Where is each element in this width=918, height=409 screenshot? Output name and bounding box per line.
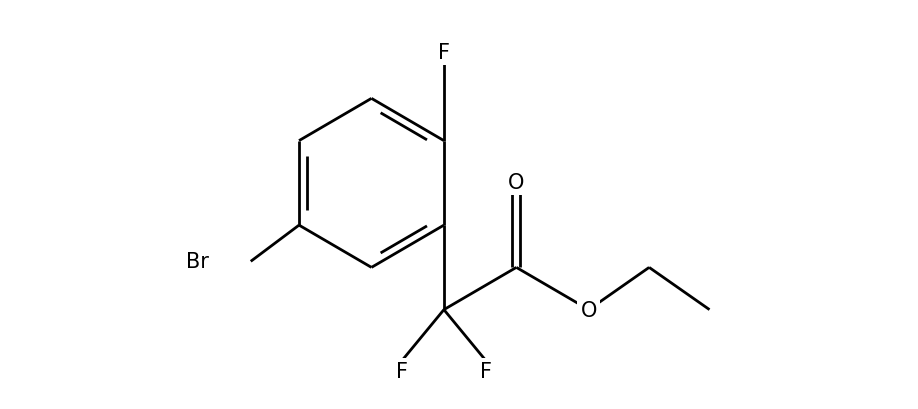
Text: F: F <box>396 361 408 381</box>
Text: O: O <box>509 173 524 193</box>
Text: F: F <box>480 361 492 381</box>
Text: Br: Br <box>185 252 208 272</box>
Text: O: O <box>580 300 597 320</box>
Text: F: F <box>438 43 450 63</box>
